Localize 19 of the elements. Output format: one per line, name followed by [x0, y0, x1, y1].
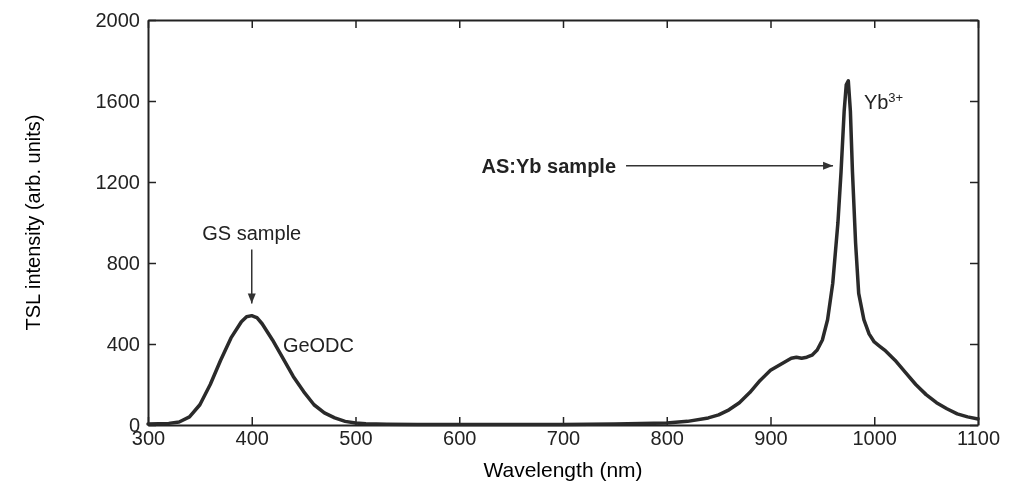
annotation: AS:Yb sample — [481, 154, 617, 177]
y-tick-label: 800 — [106, 251, 140, 274]
y-tick-label: 2000 — [95, 8, 140, 31]
annotation: GeODC — [282, 334, 354, 356]
x-tick-label: 400 — [235, 427, 269, 450]
x-tick-label: 500 — [339, 427, 373, 450]
y-tick-label: 1200 — [95, 170, 140, 193]
annotation: Yb$^{3+}$ — [863, 89, 904, 113]
x-tick-label: 600 — [443, 427, 477, 450]
annotation: GS sample — [202, 221, 302, 244]
x-tick-label: 900 — [754, 427, 788, 450]
y-axis-title: TSL intensity (arb. units) — [22, 114, 44, 331]
x-axis-title: Wavelength (nm) — [483, 458, 643, 481]
x-tick-label: 1100 — [956, 427, 1001, 450]
x-tick-label: 1000 — [852, 427, 897, 450]
y-tick-label: 400 — [106, 332, 140, 355]
x-tick-label: 700 — [546, 427, 581, 450]
x-tick-label: 800 — [650, 427, 684, 450]
y-tick-label: 1600 — [95, 89, 140, 112]
